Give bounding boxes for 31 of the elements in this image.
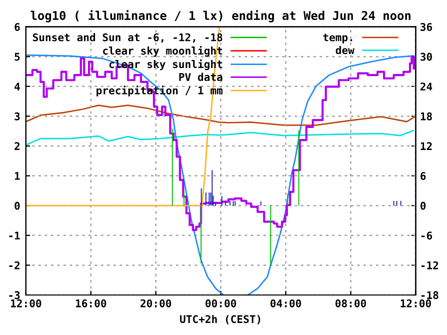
y-tick-label: 5 [14,52,20,61]
legend-label: temp. [323,34,352,44]
y-tick-label: 2 [14,142,20,150]
x-tick-label: 04:00 [270,299,302,308]
y-tick-label: -2 [9,261,20,270]
legend-label: dew [336,46,354,54]
y2-tick-label: 18 [420,112,432,120]
y2-tick-label: 24 [420,82,432,90]
y2-tick-label: 6 [420,172,426,180]
y-tick-label: 1 [14,172,20,180]
x-axis-title: UTC+2h (CEST) [180,314,260,324]
x-tick-label: 20:00 [140,299,172,308]
x-tick-label: 00:00 [206,299,236,308]
y2-tick-label: 12 [420,142,432,150]
y2-tick-label: -6 [421,232,432,240]
y-tick-label: -3 [9,291,20,300]
y2-tick-label: 30 [420,52,432,61]
x-tick-label: 12:00 [11,299,42,308]
y-tick-label: 3 [14,112,20,120]
x-tick-label: 08:00 [335,299,366,308]
y2-tick-label: 0 [420,202,426,210]
x-tick-label: 12:00 [400,299,431,308]
y2-tick-label: -12 [421,261,438,270]
y-tick-label: -1 [9,232,20,240]
y-tick-label: 6 [14,22,20,31]
y2-tick-label: 36 [420,22,432,31]
y-tick-label: 0 [14,202,20,210]
y-tick-label: 4 [14,82,20,90]
chart-title: log10 ( illuminance / 1 lx) ending at Wed Jun 24 noon [30,10,410,22]
y2-tick-label: -18 [421,291,438,300]
x-tick-label: 16:00 [76,299,106,308]
